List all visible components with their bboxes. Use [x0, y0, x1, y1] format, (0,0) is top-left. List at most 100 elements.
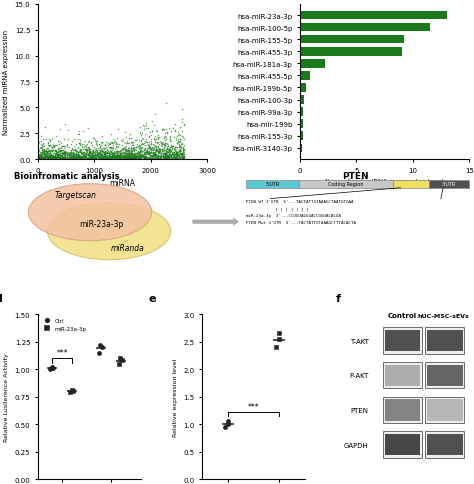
Point	[169, 149, 177, 157]
Point	[92, 152, 100, 160]
Point	[123, 148, 131, 156]
Point	[100, 155, 108, 163]
Point	[116, 154, 124, 162]
Point	[172, 154, 179, 162]
Point	[137, 146, 145, 154]
Point	[101, 155, 109, 163]
Point	[113, 154, 121, 162]
Point	[134, 149, 142, 157]
Point	[180, 121, 188, 129]
Point	[141, 151, 149, 158]
Point	[35, 151, 43, 159]
Point	[154, 155, 162, 163]
Point	[93, 150, 101, 157]
Point	[144, 151, 152, 158]
Point	[72, 151, 80, 159]
Point	[110, 150, 118, 158]
Point	[76, 148, 83, 156]
Point	[162, 156, 169, 164]
Point	[162, 125, 170, 133]
Point	[151, 151, 158, 158]
Point	[91, 156, 99, 164]
Point	[123, 151, 131, 159]
Point	[164, 154, 172, 162]
Point	[123, 151, 130, 158]
Point	[105, 153, 112, 161]
Point	[173, 150, 181, 158]
Point	[36, 154, 44, 162]
Point	[92, 151, 100, 159]
Point	[113, 148, 120, 155]
Point	[109, 150, 117, 157]
Point	[88, 152, 96, 160]
Point	[145, 124, 152, 132]
Point	[178, 133, 185, 140]
Point	[39, 141, 46, 149]
Text: PTEN: PTEN	[342, 172, 369, 181]
Point	[175, 144, 182, 151]
Point	[82, 154, 90, 162]
Point	[159, 152, 166, 160]
Point	[89, 154, 96, 162]
Point	[157, 153, 164, 161]
Point	[76, 153, 84, 161]
Bar	[393, 180, 429, 188]
Point	[121, 153, 128, 161]
Point	[113, 141, 121, 149]
Point	[161, 140, 169, 148]
Point	[44, 155, 51, 163]
Point	[51, 153, 59, 161]
Text: miR-23a-3p  3'...CCUUUAGGGACCGUUACACUA: miR-23a-3p 3'...CCUUUAGGGACCGUUACACUA	[246, 213, 341, 217]
Point	[78, 150, 85, 158]
Point	[90, 149, 98, 157]
Point	[41, 124, 48, 132]
Point	[169, 154, 177, 162]
Point	[166, 151, 174, 159]
Point	[127, 148, 135, 156]
Point	[42, 148, 49, 155]
Point	[51, 153, 59, 161]
Point	[75, 140, 83, 148]
Point	[46, 155, 54, 163]
Point	[39, 140, 47, 148]
Point	[86, 155, 94, 163]
Point	[103, 156, 110, 164]
Point	[148, 141, 155, 149]
Point	[134, 155, 141, 163]
Point	[178, 140, 186, 148]
Point	[119, 153, 127, 161]
Point	[141, 122, 148, 130]
Point	[111, 154, 118, 162]
Point	[91, 155, 98, 163]
Point	[60, 150, 67, 158]
Text: P-AKT: P-AKT	[349, 373, 369, 378]
Point	[46, 151, 54, 159]
Point	[166, 137, 173, 145]
Point	[106, 151, 113, 159]
Point	[141, 155, 149, 163]
Point	[112, 152, 120, 160]
Point	[117, 147, 125, 155]
Point	[123, 154, 131, 162]
Point	[179, 149, 186, 157]
Point	[178, 151, 185, 159]
Point	[70, 156, 78, 164]
Point	[147, 149, 155, 156]
Point	[121, 153, 128, 161]
Point	[56, 154, 64, 162]
Point	[128, 142, 135, 150]
Point	[102, 154, 110, 162]
Point	[70, 154, 77, 162]
Point	[155, 143, 162, 151]
Point	[77, 155, 85, 163]
Point	[49, 144, 56, 152]
Point	[117, 147, 125, 154]
Point	[101, 151, 109, 158]
Point	[132, 136, 139, 144]
Point	[120, 152, 128, 160]
Point	[72, 151, 79, 159]
Point	[39, 153, 46, 161]
Point	[155, 148, 163, 156]
Point	[64, 154, 72, 162]
Point	[131, 152, 139, 160]
